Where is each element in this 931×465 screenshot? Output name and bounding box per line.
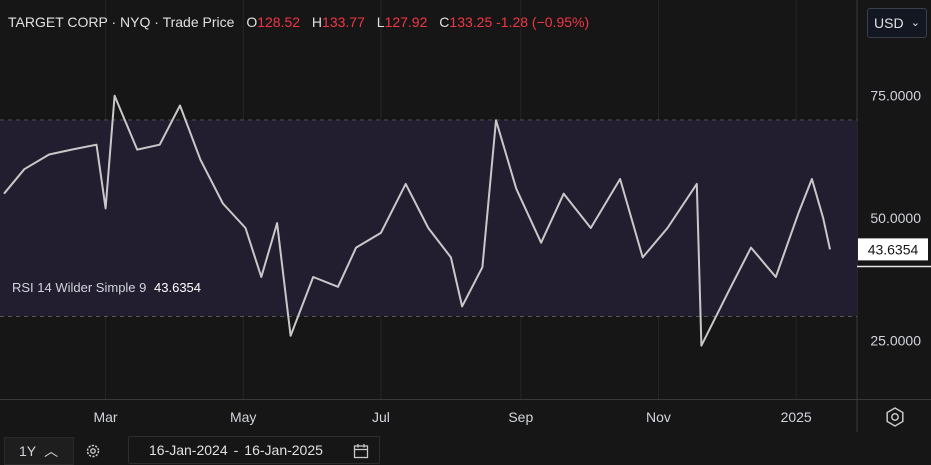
rsi-value: 43.6354 <box>154 280 202 295</box>
rsi-band <box>0 120 857 317</box>
rsi-line-path <box>3 94 831 347</box>
start-date: 16-Jan-2024 <box>149 442 228 458</box>
currency-value: USD <box>874 15 904 31</box>
settings-button[interactable] <box>80 437 106 465</box>
time-tick-label: May <box>230 409 256 425</box>
exchange-label: NYQ <box>120 14 151 30</box>
close-value: 133.25 <box>449 14 493 30</box>
chart-settings-icon[interactable] <box>884 406 906 428</box>
end-date: 16-Jan-2025 <box>244 442 323 458</box>
time-tick-label: Jul <box>372 409 390 425</box>
high-value: 133.77 <box>322 14 365 30</box>
date-range-picker[interactable]: 16-Jan-2024 - 16-Jan-2025 <box>128 436 380 464</box>
time-tick-label: Mar <box>93 409 117 425</box>
rsi-label: RSI 14 Wilder Simple 9 <box>12 280 147 295</box>
open-label: O <box>246 14 258 30</box>
close-label: C <box>439 14 450 30</box>
period-selector[interactable]: 1Y ︿ <box>4 437 74 465</box>
open-value: 128.52 <box>257 14 301 30</box>
period-label: 1Y <box>19 443 37 459</box>
high-label: H <box>311 14 323 30</box>
time-tick-label: 2025 <box>781 409 812 425</box>
symbol-header: TARGET CORP · NYQ · Trade Price O128.52 … <box>8 14 589 30</box>
time-axis: Mar May Jul Sep Nov 2025 <box>93 409 811 425</box>
rsi-last-badge <box>858 238 928 261</box>
currency-select[interactable]: USD ⌄ <box>867 8 927 38</box>
gear-icon <box>86 444 100 458</box>
price-type-label: Trade Price <box>162 14 235 30</box>
price-axis: 120.00140.00160.0025.000050.000075.00001… <box>858 88 928 349</box>
change-value: -1.28 (−0.95%) <box>496 14 590 30</box>
chevron-down-icon: ⌄ <box>910 17 920 29</box>
time-tick-label: Nov <box>646 409 671 425</box>
rsi-tick-label: 75.0000 <box>870 88 921 104</box>
rsi-tick-label: 50.0000 <box>870 210 921 226</box>
chart-canvas: 120.00140.00160.0025.000050.000075.00001… <box>0 0 931 432</box>
symbol-name: TARGET CORP <box>8 14 108 30</box>
rsi-line <box>3 94 831 347</box>
calendar-icon <box>353 444 369 459</box>
time-tick-label: Sep <box>508 409 533 425</box>
separator: · <box>111 14 117 30</box>
low-label: L <box>376 14 385 30</box>
rsi-tick-label: 25.0000 <box>870 333 921 349</box>
rsi-last-label: 43.6354 <box>868 241 919 257</box>
separator: · <box>154 14 159 30</box>
low-value: 127.92 <box>384 14 428 30</box>
chevron-up-icon: ︿ <box>44 443 59 459</box>
date-separator: - <box>233 442 239 458</box>
rsi-header: RSI 14 Wilder Simple 9 43.6354 <box>12 280 201 295</box>
